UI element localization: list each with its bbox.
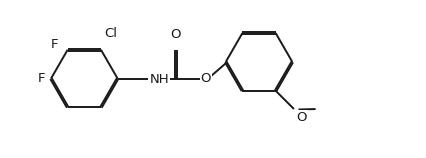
Text: F: F [38,72,46,85]
Text: F: F [50,38,58,51]
Text: O: O [296,111,307,124]
Text: Cl: Cl [104,27,118,40]
Text: O: O [201,72,211,85]
Text: NH: NH [150,73,170,86]
Text: O: O [170,28,181,41]
